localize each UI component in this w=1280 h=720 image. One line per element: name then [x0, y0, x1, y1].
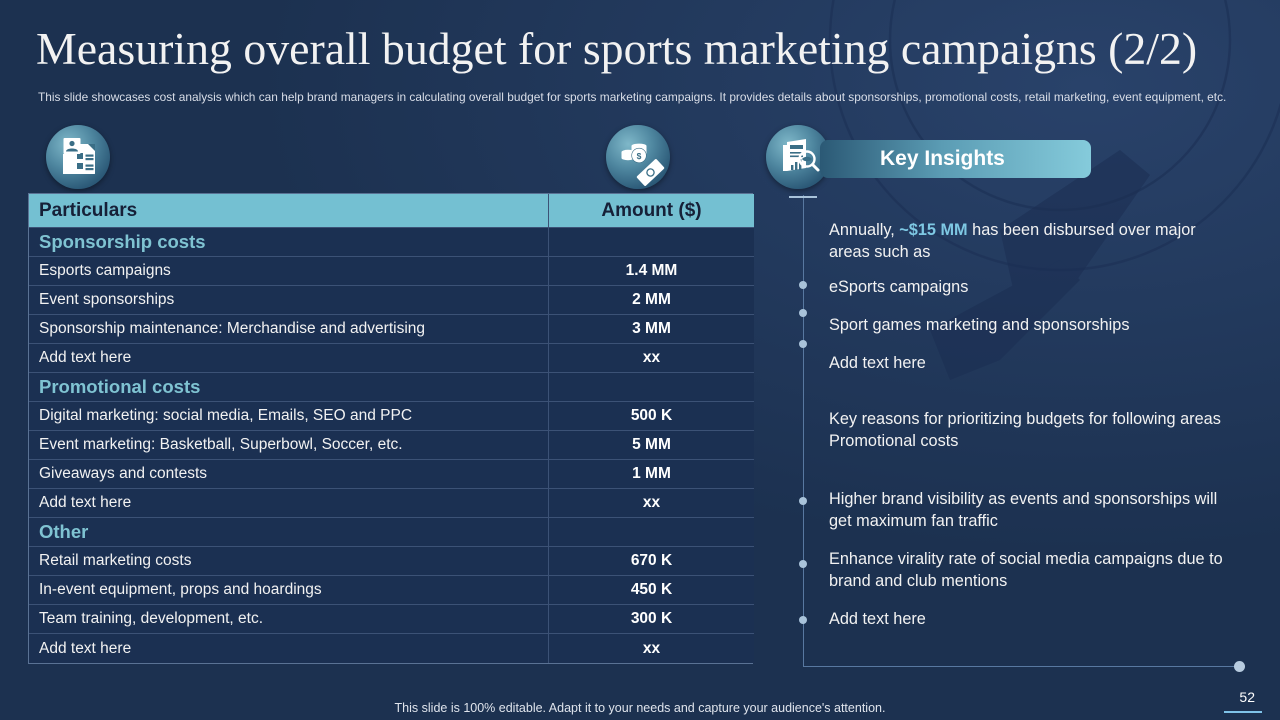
- svg-text:$: $: [637, 151, 642, 161]
